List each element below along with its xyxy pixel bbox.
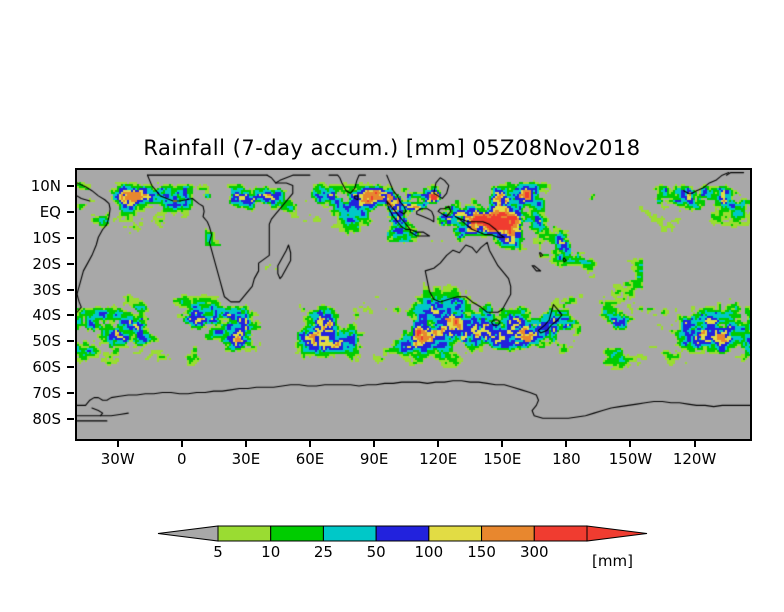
x-axis-tick: [693, 440, 696, 447]
y-axis-label: 70S: [32, 384, 61, 403]
x-axis-tick: [629, 440, 632, 447]
y-axis-label: 30S: [32, 280, 61, 299]
colorbar-tick-label: 5: [213, 543, 223, 561]
x-axis-tick: [373, 440, 376, 447]
colorbar-tick-label: 100: [414, 543, 444, 561]
colorbar-swatch[interactable]: [428, 525, 483, 542]
colorbar-swatch[interactable]: [481, 525, 535, 542]
x-axis-label: 30W: [100, 450, 135, 468]
y-axis-label: 50S: [32, 332, 61, 351]
y-axis-tick: [67, 417, 74, 420]
y-axis-tick: [67, 314, 74, 317]
colorbar-swatches[interactable]: [150, 520, 650, 575]
x-axis-label: 150W: [608, 450, 653, 468]
y-axis-label: 40S: [32, 306, 61, 325]
colorbar-tick-label: 25: [313, 543, 333, 561]
x-axis-label: 60E: [295, 450, 325, 468]
page-title: Rainfall (7-day accum.) [mm] 05Z08Nov201…: [143, 136, 641, 160]
y-axis-label: EQ: [39, 202, 61, 221]
x-axis-tick: [501, 440, 504, 447]
y-axis-tick: [67, 340, 74, 343]
y-axis-label: 60S: [32, 358, 61, 377]
y-axis-tick: [67, 366, 74, 369]
y-axis-label: 20S: [32, 254, 61, 273]
x-axis-label: 120W: [672, 450, 717, 468]
colorbar-tick-label: 50: [366, 543, 386, 561]
x-axis-label: 30E: [231, 450, 261, 468]
y-axis-tick: [67, 288, 74, 291]
y-axis-tick: [67, 210, 74, 213]
x-axis-label: 120E: [419, 450, 458, 468]
colorbar-tick-label: 10: [261, 543, 281, 561]
y-axis-label: 10S: [32, 228, 61, 247]
x-axis-tick: [180, 440, 183, 447]
y-axis-tick: [67, 262, 74, 265]
colorbar-tick-label: 150: [467, 543, 496, 561]
y-axis-label: 80S: [32, 409, 61, 428]
x-axis-tick: [565, 440, 568, 447]
rainfall-heatmap-canvas: [77, 170, 750, 439]
x-axis-label: 90E: [359, 450, 389, 468]
y-axis-label: 10N: [30, 177, 61, 196]
y-axis-tick: [67, 236, 74, 239]
colorbar-units-label: [mm]: [592, 552, 633, 570]
colorbar[interactable]: [mm] 5 10 25 50 100 150 300: [0, 515, 784, 575]
x-axis-tick: [309, 440, 312, 447]
x-axis-label: 0: [177, 450, 187, 468]
x-axis-label: 180: [552, 450, 581, 468]
colorbar-swatch[interactable]: [217, 525, 272, 542]
x-axis-label: 150E: [483, 450, 522, 468]
y-axis-tick: [67, 392, 74, 395]
colorbar-swatch[interactable]: [270, 525, 324, 542]
map-plot-area[interactable]: [75, 168, 752, 441]
colorbar-swatch[interactable]: [375, 525, 430, 542]
colorbar-extend-low[interactable]: [157, 525, 219, 542]
colorbar-swatch[interactable]: [533, 525, 588, 542]
y-axis-tick: [67, 185, 74, 188]
colorbar-swatch[interactable]: [322, 525, 377, 542]
colorbar-extend-high[interactable]: [586, 525, 648, 542]
colorbar-tick-label: 300: [519, 543, 549, 561]
x-axis-tick: [116, 440, 119, 447]
x-axis-tick: [437, 440, 440, 447]
x-axis-tick: [244, 440, 247, 447]
